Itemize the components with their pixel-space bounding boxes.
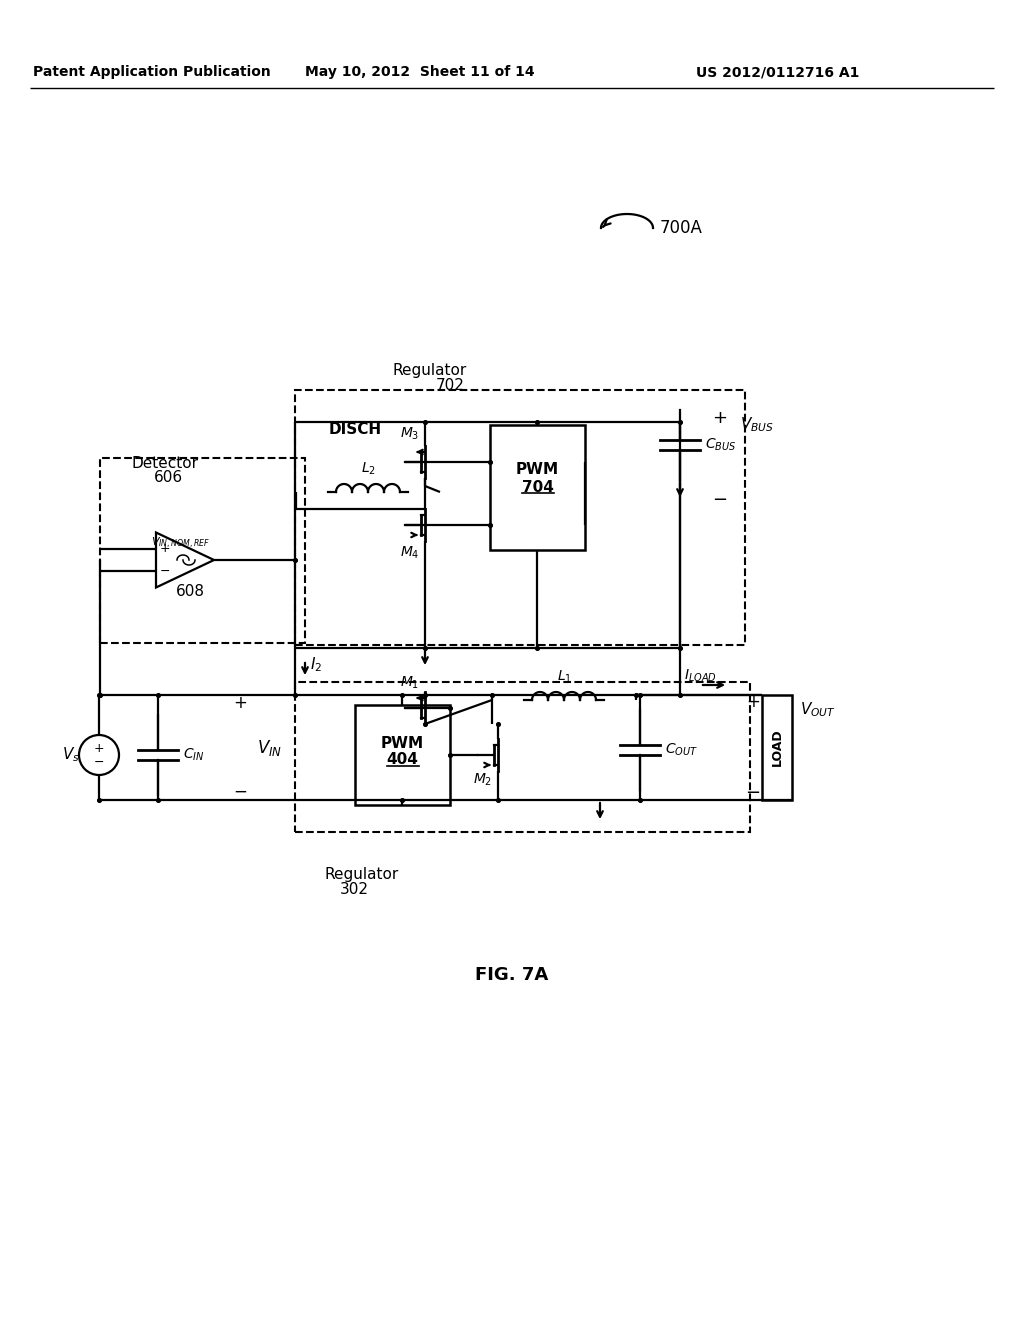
Text: $V_{OUT}$: $V_{OUT}$ <box>800 701 836 719</box>
Text: $I_{LOAD}$: $I_{LOAD}$ <box>684 668 717 684</box>
Text: $V_s$: $V_s$ <box>62 746 80 764</box>
Bar <box>355 705 450 805</box>
Text: May 10, 2012  Sheet 11 of 14: May 10, 2012 Sheet 11 of 14 <box>305 65 535 79</box>
Text: $M_2$: $M_2$ <box>473 772 493 788</box>
Text: 302: 302 <box>340 883 369 898</box>
Text: $C_{BUS}$: $C_{BUS}$ <box>705 437 736 453</box>
Text: $V_{BUS}$: $V_{BUS}$ <box>740 416 774 434</box>
Text: 608: 608 <box>175 585 205 599</box>
Text: Detector: Detector <box>131 457 199 471</box>
Text: +: + <box>746 693 760 711</box>
Text: +: + <box>160 543 170 556</box>
Text: LOAD: LOAD <box>770 729 783 767</box>
Text: $V_{IN,NOM,REF}$: $V_{IN,NOM,REF}$ <box>151 536 210 550</box>
Bar <box>295 389 745 645</box>
Text: −: − <box>94 755 104 768</box>
Text: 702: 702 <box>435 378 465 392</box>
Text: Regulator: Regulator <box>393 363 467 378</box>
Circle shape <box>79 735 119 775</box>
Text: PWM: PWM <box>516 462 559 478</box>
Text: $I_2$: $I_2$ <box>310 656 323 675</box>
Text: −: − <box>713 491 728 510</box>
Text: +: + <box>233 694 247 711</box>
Bar <box>100 458 305 643</box>
Text: 606: 606 <box>154 470 182 486</box>
Text: $M_4$: $M_4$ <box>400 545 420 561</box>
Text: 700A: 700A <box>660 219 702 238</box>
Text: $L_1$: $L_1$ <box>556 669 571 685</box>
Text: −: − <box>160 565 170 578</box>
Bar <box>490 425 585 550</box>
Text: +: + <box>713 409 727 426</box>
Text: US 2012/0112716 A1: US 2012/0112716 A1 <box>696 65 860 79</box>
Text: $L_2$: $L_2$ <box>360 461 376 477</box>
Text: $C_{IN}$: $C_{IN}$ <box>183 747 205 763</box>
Bar <box>762 696 792 800</box>
Polygon shape <box>156 532 214 587</box>
Text: $M_1$: $M_1$ <box>400 675 420 692</box>
Text: 704: 704 <box>521 479 553 495</box>
Text: $C_{OUT}$: $C_{OUT}$ <box>665 742 698 758</box>
Bar <box>295 682 750 832</box>
Text: PWM: PWM <box>381 735 424 751</box>
Text: 404: 404 <box>387 752 419 767</box>
Text: +: + <box>93 742 104 755</box>
Text: Patent Application Publication: Patent Application Publication <box>33 65 271 79</box>
Text: $V_{IN}$: $V_{IN}$ <box>257 738 283 758</box>
Text: DISCH: DISCH <box>329 422 382 437</box>
Text: $M_3$: $M_3$ <box>400 426 420 442</box>
Text: FIG. 7A: FIG. 7A <box>475 966 549 983</box>
Text: Regulator: Regulator <box>325 867 399 883</box>
Text: −: − <box>233 783 247 801</box>
Text: −: − <box>745 784 761 803</box>
